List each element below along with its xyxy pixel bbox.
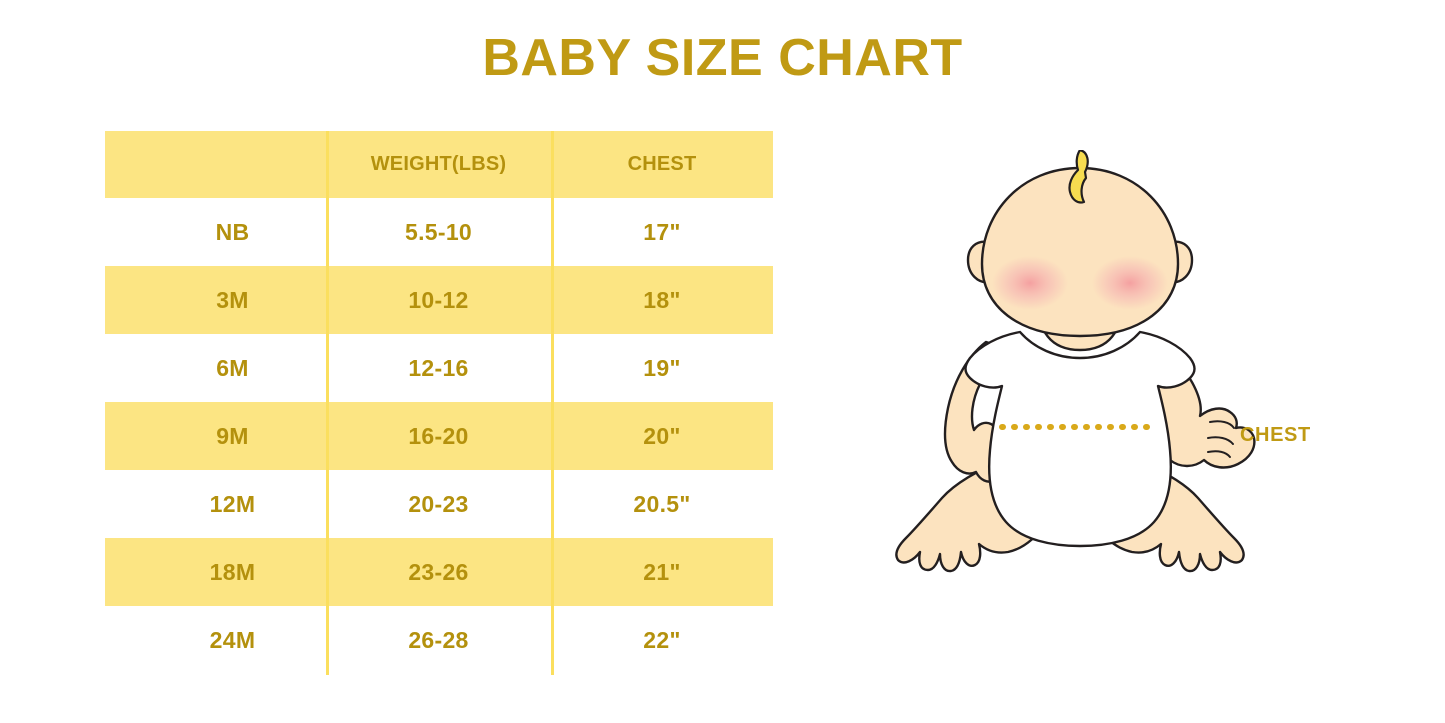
header-cell-weight: WEIGHT(LBS) [370,153,507,175]
cell-weight: 20-23 [408,490,469,517]
cell-size: 9M [216,422,249,449]
header-cell-chest: CHEST [627,153,697,175]
cell-chest: 20.5" [633,490,691,517]
cell-chest: 19" [643,354,681,381]
baby-blush-right [1092,256,1168,310]
table-row: 6M 12-16 19" [105,334,773,402]
cell-weight: 26-28 [408,626,469,653]
cell-size: NB [215,218,250,245]
table-header-row: WEIGHT(LBS) CHEST [105,131,773,198]
cell-chest: 21" [643,558,681,585]
size-chart-table: WEIGHT(LBS) CHEST NB 5.5-10 17" 3M 10-12… [105,131,773,675]
table-row: 24M 26-28 22" [105,606,773,674]
cell-chest: 17" [643,218,681,245]
table-row: 18M 23-26 21" [105,538,773,606]
baby-onesie [964,330,1196,548]
cell-size: 6M [216,354,249,381]
baby-hair-curl [1068,148,1089,204]
cell-weight: 10-12 [408,286,469,313]
cell-size: 18M [209,558,256,585]
baby-illustration [880,148,1280,620]
cell-size: 12M [209,490,256,517]
table-row: NB 5.5-10 17" [105,198,773,266]
cell-weight: 12-16 [408,354,469,381]
cell-weight: 16-20 [408,422,469,449]
cell-size: 3M [216,286,249,313]
page-title: BABY SIZE CHART [482,29,963,87]
cell-weight: 23-26 [408,558,469,585]
column-divider-1 [326,131,329,675]
table-row: 12M 20-23 20.5" [105,470,773,538]
chest-label: CHEST [1240,424,1311,446]
table-row: 9M 16-20 20" [105,402,773,470]
cell-chest: 22" [643,626,681,653]
cell-chest: 18" [643,286,681,313]
cell-chest: 20" [643,422,681,449]
table-row: 3M 10-12 18" [105,266,773,334]
cell-size: 24M [209,626,256,653]
cell-weight: 5.5-10 [404,218,472,245]
column-divider-2 [551,131,554,675]
baby-blush-left [992,256,1068,310]
